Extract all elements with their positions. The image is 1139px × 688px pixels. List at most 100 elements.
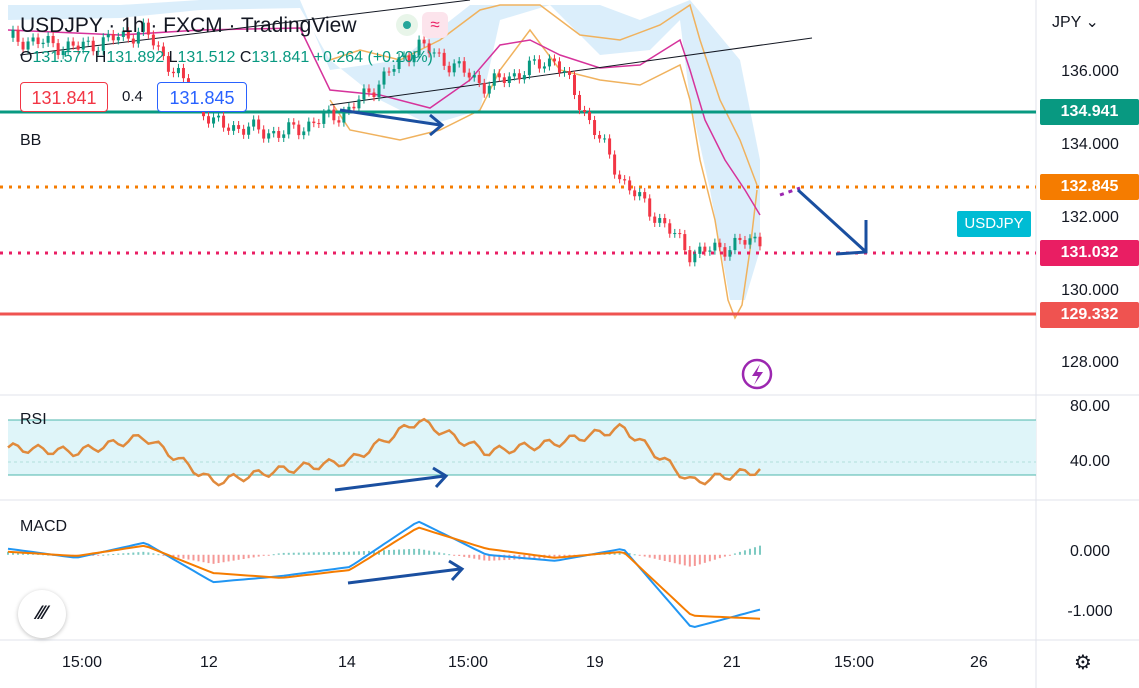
candle-body bbox=[658, 218, 662, 223]
bb-label[interactable]: BB bbox=[20, 132, 42, 149]
macd-hist-bar bbox=[643, 554, 646, 557]
rsi-label[interactable]: RSI bbox=[20, 411, 47, 428]
macd-hist-bar bbox=[403, 549, 406, 555]
o-key: O bbox=[20, 49, 33, 66]
trend-line[interactable] bbox=[329, 37, 813, 106]
macd-hist-bar bbox=[227, 554, 230, 562]
candle-body bbox=[141, 22, 145, 32]
candle-body bbox=[683, 234, 687, 251]
candle-body bbox=[317, 123, 321, 125]
trend-line-upper[interactable] bbox=[19, 0, 471, 56]
macd-tick: -1.000 bbox=[1067, 603, 1113, 620]
candle-body bbox=[232, 125, 236, 131]
c-key: C bbox=[239, 49, 252, 66]
candle-body bbox=[567, 71, 571, 75]
buy-button[interactable]: 131.845 bbox=[157, 82, 247, 112]
candle-body bbox=[312, 121, 316, 124]
candle-body bbox=[116, 36, 120, 41]
sell-button[interactable]: 131.841 bbox=[20, 82, 108, 112]
candle-body bbox=[452, 63, 456, 73]
low-value: 131.512 bbox=[177, 49, 236, 66]
candle-body bbox=[302, 131, 306, 136]
candle-body bbox=[126, 31, 130, 39]
macd-hist-bar bbox=[357, 551, 360, 555]
price-tag-134941[interactable]: 134.941 bbox=[1040, 99, 1139, 125]
rsi-line bbox=[7, 417, 761, 487]
close-value: 131.841 bbox=[251, 49, 310, 66]
candle-body bbox=[643, 192, 647, 199]
price-tag-132845[interactable]: 132.845 bbox=[1040, 174, 1139, 200]
candle-body bbox=[603, 138, 607, 140]
price-tag-131032[interactable]: 131.032 bbox=[1040, 240, 1139, 266]
candle-body bbox=[738, 237, 742, 241]
candle-body bbox=[753, 236, 757, 239]
candle-body bbox=[708, 250, 712, 252]
macd-hist-bar bbox=[453, 554, 456, 556]
macd-label[interactable]: MACD bbox=[20, 518, 68, 535]
candle-body bbox=[357, 99, 361, 109]
macd-hist-bar bbox=[247, 554, 250, 559]
price-tag-129332[interactable]: 129.332 bbox=[1040, 302, 1139, 328]
macd-hist-bar bbox=[748, 548, 751, 555]
macd-hist-bar bbox=[12, 552, 15, 555]
candle-body bbox=[638, 192, 642, 197]
candle-body bbox=[161, 46, 165, 57]
macd-hist-bar bbox=[212, 554, 215, 564]
candle-body bbox=[21, 41, 25, 50]
macd-hist-bar bbox=[753, 547, 756, 555]
macd-hist-bar bbox=[688, 554, 691, 567]
macd-hist-bar bbox=[152, 553, 155, 555]
l-key: L bbox=[168, 49, 178, 66]
candle-body bbox=[96, 50, 100, 52]
divergence-arrowhead bbox=[432, 466, 449, 489]
wave-icon[interactable]: ≈ bbox=[422, 12, 448, 38]
macd-hist-bar bbox=[448, 554, 451, 556]
macd-hist-bar bbox=[628, 553, 631, 555]
currency-selector[interactable]: JPY ⌄ bbox=[1052, 14, 1099, 31]
tradingview-logo-icon[interactable]: ⁄⁄⁄ bbox=[18, 590, 66, 638]
macd-hist-bar bbox=[192, 554, 195, 561]
eye-icon[interactable] bbox=[396, 14, 418, 36]
macd-hist-bar bbox=[533, 554, 536, 559]
divergence-arrow-rsi[interactable] bbox=[334, 474, 446, 492]
settings-gear-icon[interactable]: ⚙ bbox=[1074, 651, 1092, 674]
projection-dash bbox=[779, 186, 801, 197]
candle-body bbox=[387, 71, 391, 73]
divergence-arrow-price[interactable] bbox=[339, 108, 441, 127]
macd-hist-bar bbox=[162, 554, 165, 556]
candle-body bbox=[392, 69, 396, 72]
macd-hist-bar bbox=[408, 549, 411, 555]
macd-hist-bar bbox=[693, 554, 696, 566]
macd-hist-bar bbox=[738, 551, 741, 555]
candle-body bbox=[222, 115, 226, 128]
rsi-band bbox=[8, 420, 1036, 475]
time-tick: 15:00 bbox=[62, 654, 103, 671]
candle-body bbox=[66, 41, 70, 51]
candle-body bbox=[588, 111, 592, 121]
candle-body bbox=[447, 65, 451, 73]
candle-body bbox=[723, 247, 727, 257]
candle-body bbox=[362, 88, 366, 100]
candle-body bbox=[728, 250, 732, 257]
candle-body bbox=[462, 61, 466, 73]
chart-title[interactable]: USDJPY · 1h · FXCM · TradingView bbox=[20, 14, 357, 37]
price-tick: 134.000 bbox=[1061, 136, 1119, 153]
macd-hist-bar bbox=[172, 554, 175, 557]
macd-hist-bar bbox=[698, 554, 701, 565]
divergence-arrow-macd[interactable] bbox=[347, 567, 461, 585]
macd-hist-bar bbox=[488, 554, 491, 561]
macd-hist-bar bbox=[528, 554, 531, 559]
macd-hist-bar bbox=[197, 554, 200, 562]
candle-body bbox=[71, 41, 75, 46]
macd-hist-bar bbox=[347, 551, 350, 555]
projection-arrow[interactable] bbox=[796, 188, 868, 254]
macd-hist-bar bbox=[242, 554, 245, 560]
candle-body bbox=[437, 52, 441, 54]
macd-hist-bar bbox=[723, 554, 726, 557]
macd-hist-bar bbox=[418, 548, 421, 555]
macd-hist-bar bbox=[613, 552, 616, 555]
ohlc-readout: O131.577 H131.892 L131.512 C131.841 +0.2… bbox=[20, 49, 433, 67]
macd-hist-bar bbox=[733, 553, 736, 555]
macd-hist-bar bbox=[252, 554, 255, 558]
